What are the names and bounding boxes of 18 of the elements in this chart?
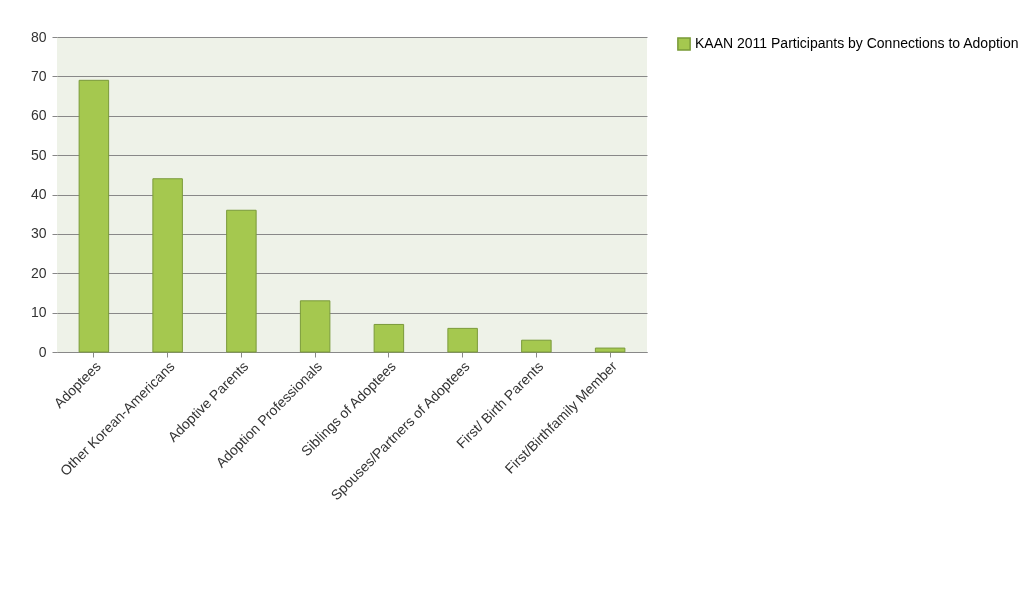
y-tick-label: 60 [30,107,47,124]
y-tick-label: 30 [30,225,47,242]
y-tick-label: 40 [30,186,47,202]
bar [152,178,183,353]
y-tick-label: 50 [30,146,47,163]
bar [299,300,331,353]
legend-label: KAAN 2011 Participants by Connections to Adoption [695,35,1019,51]
bar [447,327,478,353]
y-tick-label: 70 [30,67,47,84]
bar [373,323,405,353]
y-tick-label: 0 [38,343,47,360]
bar [594,347,626,353]
y-tick-label: 20 [30,264,47,281]
bar [78,79,110,353]
y-tick-label: 80 [30,28,47,45]
bar [521,339,552,353]
y-tick-label: 10 [30,304,47,321]
bar [226,209,257,353]
